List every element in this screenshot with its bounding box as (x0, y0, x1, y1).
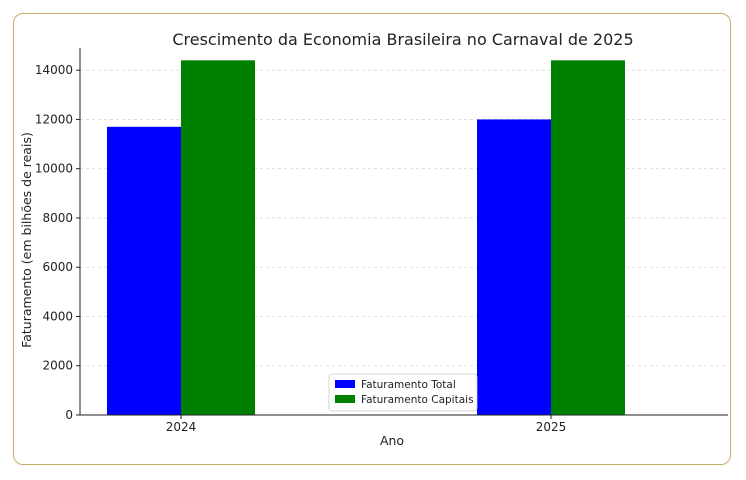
y-tick-label: 8000 (42, 211, 73, 225)
x-tick-label: 2025 (536, 420, 567, 434)
y-axis-label: Faturamento (em bilhões de reais) (19, 132, 34, 348)
y-tick-label: 14000 (35, 63, 73, 77)
y-tick-label: 12000 (35, 112, 73, 126)
legend-label: Faturamento Capitais (361, 394, 474, 406)
axes (79, 48, 728, 416)
legend: Faturamento Total Faturamento Capitais (328, 373, 478, 412)
bar-faturamento-total-2024 (107, 126, 181, 416)
y-tick-label: 10000 (35, 162, 73, 176)
legend-swatch (335, 395, 355, 403)
bar-faturamento-capitais-2024 (181, 60, 255, 416)
bar-faturamento-total-2025 (477, 119, 551, 415)
bars (107, 60, 625, 416)
legend-box (328, 373, 478, 412)
y-tick-label: 6000 (42, 260, 73, 274)
x-axis-label: Ano (380, 433, 404, 448)
y-tick-label: 2000 (42, 359, 73, 373)
y-tick-label: 4000 (42, 309, 73, 323)
legend-label: Faturamento Total (361, 379, 456, 391)
bar-faturamento-capitais-2025 (551, 60, 625, 416)
x-tick-label: 2024 (166, 420, 197, 434)
y-ticks: 0 2000 4000 6000 8000 10000 12000 14000 (35, 63, 80, 422)
chart-title: Crescimento da Economia Brasileira no Ca… (172, 30, 633, 49)
x-ticks: 2024 2025 (166, 415, 567, 434)
legend-swatch (335, 380, 355, 388)
y-tick-label: 0 (65, 408, 73, 422)
